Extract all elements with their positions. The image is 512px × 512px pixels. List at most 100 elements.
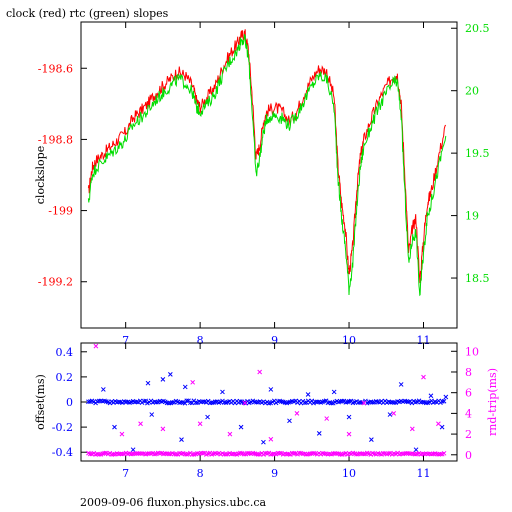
offset-point <box>439 398 445 404</box>
round-trip-point <box>338 451 343 457</box>
offset-point <box>193 400 199 406</box>
y-tick-label: 0.4 <box>56 346 74 359</box>
round-trip-point <box>162 451 168 456</box>
round-trip-point <box>275 450 281 456</box>
offset-point <box>391 400 397 405</box>
y-tick-label: -199.2 <box>38 276 73 289</box>
round-trip-point <box>268 436 274 442</box>
y-axis-label: offset(ms) <box>34 374 47 430</box>
y2-tick-label: 18.5 <box>465 272 490 285</box>
round-trip-point <box>421 374 426 380</box>
offset-point <box>212 399 218 405</box>
offset-point <box>441 398 447 404</box>
round-trip-point <box>227 431 233 437</box>
y2-tick-label: 6 <box>465 387 472 400</box>
y-tick-label: 0 <box>66 396 73 409</box>
round-trip-point <box>241 451 247 457</box>
chart-title: clock (red) rtc (green) slopes <box>6 7 169 20</box>
offset-point <box>160 377 166 382</box>
offset-point <box>179 399 184 405</box>
round-trip-point <box>291 451 297 456</box>
round-trip-point <box>87 451 93 457</box>
offset-point <box>254 399 259 405</box>
offset-point <box>369 437 374 443</box>
y-tick-label: -0.2 <box>52 421 73 434</box>
y2-tick-label: 20 <box>465 85 479 98</box>
y2-tick-label: 19 <box>465 210 479 223</box>
x-tick-label: 9 <box>271 467 278 480</box>
round-trip-point <box>96 452 102 457</box>
round-trip-point <box>118 451 123 457</box>
round-trip-point <box>189 452 195 457</box>
y2-tick-label: 4 <box>465 407 472 420</box>
bottom-panel: 7 8 9 10 11 0.4 0.2 0 -0.2 -0.4 10 8 6 4 2 0 offset(ms) r… <box>34 342 499 480</box>
y2-tick-label: 19.5 <box>465 147 490 160</box>
round-trip-point <box>436 421 441 427</box>
round-trip-point <box>102 450 107 456</box>
round-trip-point <box>120 451 125 457</box>
offset-point <box>116 399 122 405</box>
x-tick-label: 11 <box>416 334 430 347</box>
round-trip-point <box>277 450 283 456</box>
round-trip-point <box>334 451 340 457</box>
round-trip-point <box>300 451 306 457</box>
offset-point <box>200 399 206 405</box>
offset-point <box>418 399 424 405</box>
round-trip-point <box>391 411 397 416</box>
x-tick-label: 7 <box>122 467 129 480</box>
round-trip-point <box>404 450 409 456</box>
footer-caption: 2009-09-06 fluxon.physics.ubc.ca <box>80 496 267 509</box>
round-trip-point <box>132 451 138 456</box>
offset-point <box>184 398 190 404</box>
offset-point <box>112 424 117 430</box>
round-trip-point <box>134 451 140 456</box>
offset-point <box>329 400 334 406</box>
offset-point <box>398 382 404 387</box>
offset-point <box>313 399 318 405</box>
offset-point <box>170 400 175 405</box>
offset-point <box>261 439 266 445</box>
round-trip-point <box>441 450 447 456</box>
round-trip-point <box>242 400 248 406</box>
round-trip-point <box>166 451 172 457</box>
offset-point <box>346 414 352 420</box>
round-trip-point <box>111 451 116 457</box>
round-trip-point <box>138 421 143 427</box>
round-trip-point <box>137 451 143 456</box>
offset-point <box>166 400 172 406</box>
round-trip-point <box>160 426 166 432</box>
offset-point <box>439 424 445 430</box>
offset-point <box>302 400 308 406</box>
round-trip-point <box>294 411 300 416</box>
round-trip-point <box>93 343 99 349</box>
x-tick-label: 11 <box>416 467 430 480</box>
round-trip-point <box>221 451 227 457</box>
round-trip-point <box>257 369 263 375</box>
round-trip-point <box>190 379 196 385</box>
offset-point <box>123 399 129 405</box>
round-trip-point <box>139 451 145 456</box>
round-trip-point <box>197 421 203 427</box>
offset-point <box>316 431 322 436</box>
plot-frame <box>80 21 458 329</box>
offset-point <box>179 437 184 443</box>
round-trip-point <box>409 426 415 432</box>
offset-point <box>339 398 345 404</box>
offset-point <box>443 394 449 400</box>
offset-point <box>100 387 106 392</box>
y-tick-label: -199 <box>48 205 73 218</box>
top-panel: 7 8 9 10 11 -198.6 -198.8 -199 -199.2 20.5 20 19.5 1… <box>34 21 490 347</box>
clock-slope-series <box>87 29 447 284</box>
x-tick-label: 7 <box>122 334 129 347</box>
y2-tick-label: 0 <box>465 449 472 462</box>
offset-point <box>130 447 136 453</box>
round-trip-point <box>324 416 330 421</box>
offset-point <box>387 412 393 417</box>
round-trip-point <box>198 450 204 456</box>
x-tick-label: 8 <box>197 334 204 347</box>
round-trip-point <box>255 451 261 457</box>
offset-point <box>205 414 210 420</box>
round-trip-point <box>116 451 122 457</box>
offset-point <box>370 400 375 405</box>
